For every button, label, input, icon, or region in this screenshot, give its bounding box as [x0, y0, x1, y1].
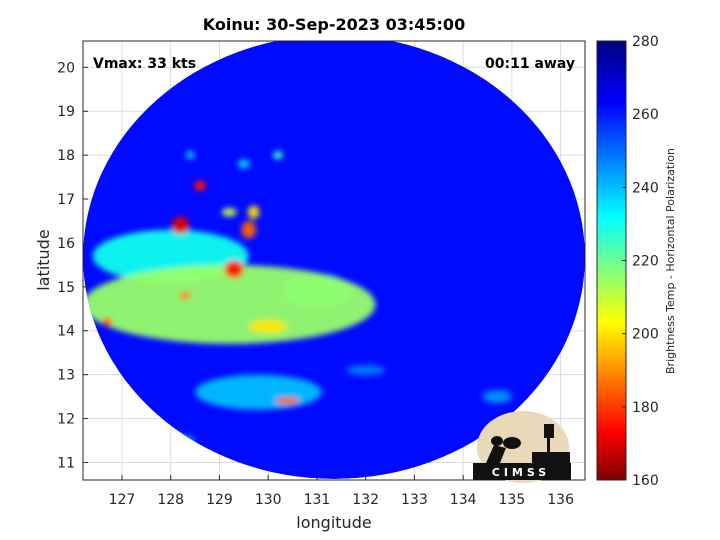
cloud-feature: [221, 207, 237, 217]
swath-background: [83, 41, 585, 479]
cloud-feature: [194, 180, 206, 192]
cimss-logo: CIMSS: [473, 411, 571, 483]
y-tick-label: 20: [57, 60, 75, 76]
time-away-annotation: 00:11 away: [485, 56, 575, 72]
colorbar-tick-label: 280: [632, 34, 659, 50]
y-tick-label: 17: [57, 192, 75, 208]
cloud-feature: [248, 319, 288, 333]
x-tick-label: 129: [206, 492, 233, 508]
x-ticks: 127 128 129 130 131 132 133 134 135 136: [109, 475, 574, 508]
y-tick-label: 12: [57, 412, 75, 428]
cloud-feature: [179, 292, 192, 300]
cloud-feature: [346, 364, 386, 376]
y-tick-label: 11: [57, 455, 75, 471]
x-tick-label: 134: [450, 492, 477, 508]
brightness-features: [83, 150, 512, 448]
colorbar-ticks: 160 180 200 220 240 260 280: [622, 34, 659, 489]
vmax-annotation: Vmax: 33 kts: [93, 56, 196, 72]
y-tick-label: 16: [57, 236, 75, 252]
x-axis-label: longitude: [296, 513, 371, 532]
plot-title: Koinu: 30-Sep-2023 03:45:00: [203, 15, 465, 34]
x-tick-label: 133: [401, 492, 428, 508]
x-tick-label: 131: [304, 492, 331, 508]
colorbar-tick-label: 200: [632, 327, 659, 343]
x-tick-label: 136: [547, 492, 574, 508]
colorbar-tick-label: 260: [632, 107, 659, 123]
cloud-feature: [102, 317, 113, 327]
y-tick-label: 13: [57, 368, 75, 384]
cloud-feature: [185, 150, 196, 160]
colorbar-tick-label: 160: [632, 473, 659, 489]
cloud-feature: [247, 205, 260, 219]
cloud-feature: [241, 220, 257, 239]
cloud-feature: [273, 150, 283, 160]
cloud-feature: [275, 397, 300, 405]
swath-layer: [83, 41, 585, 479]
colorbar-label: Brightness Temp - Horizontal Polarizatio…: [664, 148, 677, 374]
y-tick-label: 19: [57, 104, 75, 120]
colorbar-tick-label: 220: [632, 254, 659, 270]
logo-text: CIMSS: [492, 466, 550, 479]
y-tick-label: 14: [57, 324, 75, 340]
x-tick-label: 127: [109, 492, 136, 508]
x-tick-label: 128: [157, 492, 184, 508]
plot-frame: [82, 40, 586, 481]
colorbar-tick-label: 180: [632, 400, 659, 416]
cloud-feature: [237, 159, 250, 169]
cloud-feature: [195, 374, 322, 410]
y-axis-label: latitude: [34, 229, 53, 290]
x-tick-label: 132: [352, 492, 379, 508]
cloud-feature: [224, 260, 244, 279]
cloud-feature: [83, 264, 376, 344]
colorbar: [596, 40, 627, 481]
y-tick-label: 18: [57, 148, 75, 164]
y-ticks: 11 12 13 14 15 16 17 18 19 20: [57, 60, 88, 471]
cloud-feature: [171, 216, 190, 235]
y-tick-label: 15: [57, 280, 75, 296]
x-tick-label: 130: [255, 492, 282, 508]
x-tick-label: 135: [499, 492, 526, 508]
cloud-feature: [482, 390, 512, 404]
colorbar-tick-label: 240: [632, 180, 659, 196]
